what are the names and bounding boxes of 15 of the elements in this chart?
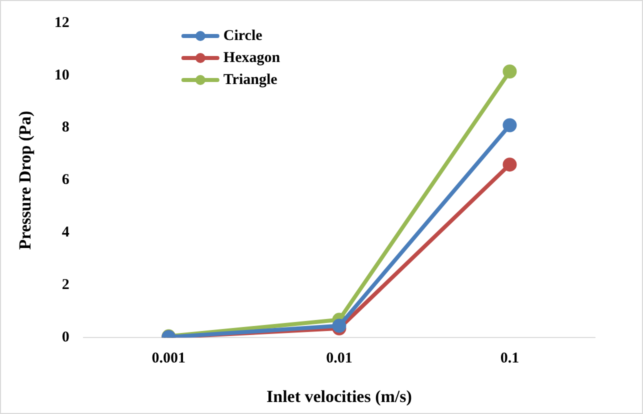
legend-label: Circle (223, 28, 263, 44)
y-tick-label: 2 (62, 277, 70, 294)
y-axis-title: Pressure Drop (Pa) (16, 110, 35, 250)
y-tick-label: 6 (62, 172, 70, 188)
x-axis-title: Inlet velocities (m/s) (266, 387, 412, 406)
y-tick-label: 8 (62, 120, 70, 136)
x-tick-label: 0.1 (500, 350, 520, 366)
y-tick-label: 4 (62, 224, 70, 241)
x-tick-label: 0.01 (326, 350, 352, 366)
y-tick-label: 10 (54, 67, 70, 84)
y-tick-label: 12 (54, 14, 70, 31)
legend-label: Triangle (223, 72, 278, 88)
x-tick-label: 0.001 (152, 350, 186, 366)
legend-label: Hexagon (223, 50, 281, 66)
y-tick-label: 0 (62, 329, 70, 346)
